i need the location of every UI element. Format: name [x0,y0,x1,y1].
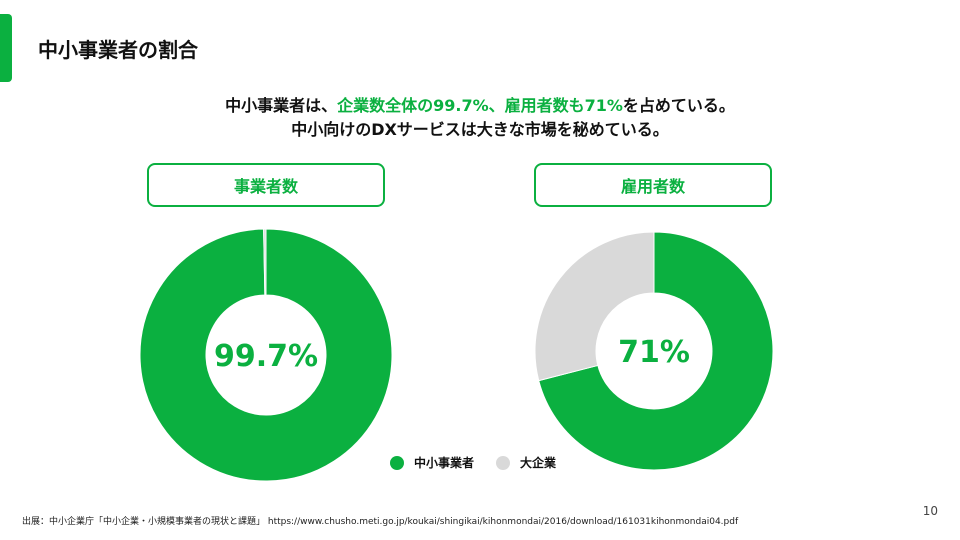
lead-line-1-start: 中小事業者は、 [225,96,338,115]
legend-label-sme: 中小事業者 [414,456,475,470]
slide-title: 中小事業者の割合 [38,38,198,62]
legend-item-sme: 中小事業者 [390,454,474,471]
page-number: 10 [922,504,938,518]
source-citation: 出展：中小企業庁「中小企業・小規模事業者の現状と課題」 https://www.… [22,517,739,527]
donut-slice-businesses-large [263,228,267,296]
donut-slice-employees-sme [538,231,774,471]
chart-title-businesses: 事業者数 [147,163,385,207]
chart-title-employees: 雇用者数 [534,163,772,207]
lead-line-1-highlight: 企業数全体の99.7%、雇用者数も71% [337,96,623,115]
legend-label-large: 大企業 [520,456,557,470]
legend-swatch-sme [390,455,404,470]
legend-item-large: 大企業 [496,454,556,471]
donut-slice-employees-large [534,231,655,382]
lead-line-1: 中小事業者は、企業数全体の99.7%、雇用者数も71%を占めている。 [0,94,960,118]
donut-center-label-businesses: 99.7% [214,339,318,374]
donut-slice-businesses-sme [139,228,393,482]
chart-legend: 中小事業者 大企業 [390,454,568,471]
legend-swatch-large [496,455,511,470]
lead-text: 中小事業者は、企業数全体の99.7%、雇用者数も71%を占めている。 中小向けの… [0,94,960,142]
lead-line-1-end: を占めている。 [622,96,735,115]
donut-center-label-employees: 71% [618,335,690,370]
lead-line-2: 中小向けのDXサービスは大きな市場を秘めている。 [291,120,669,139]
accent-bar [0,14,12,82]
